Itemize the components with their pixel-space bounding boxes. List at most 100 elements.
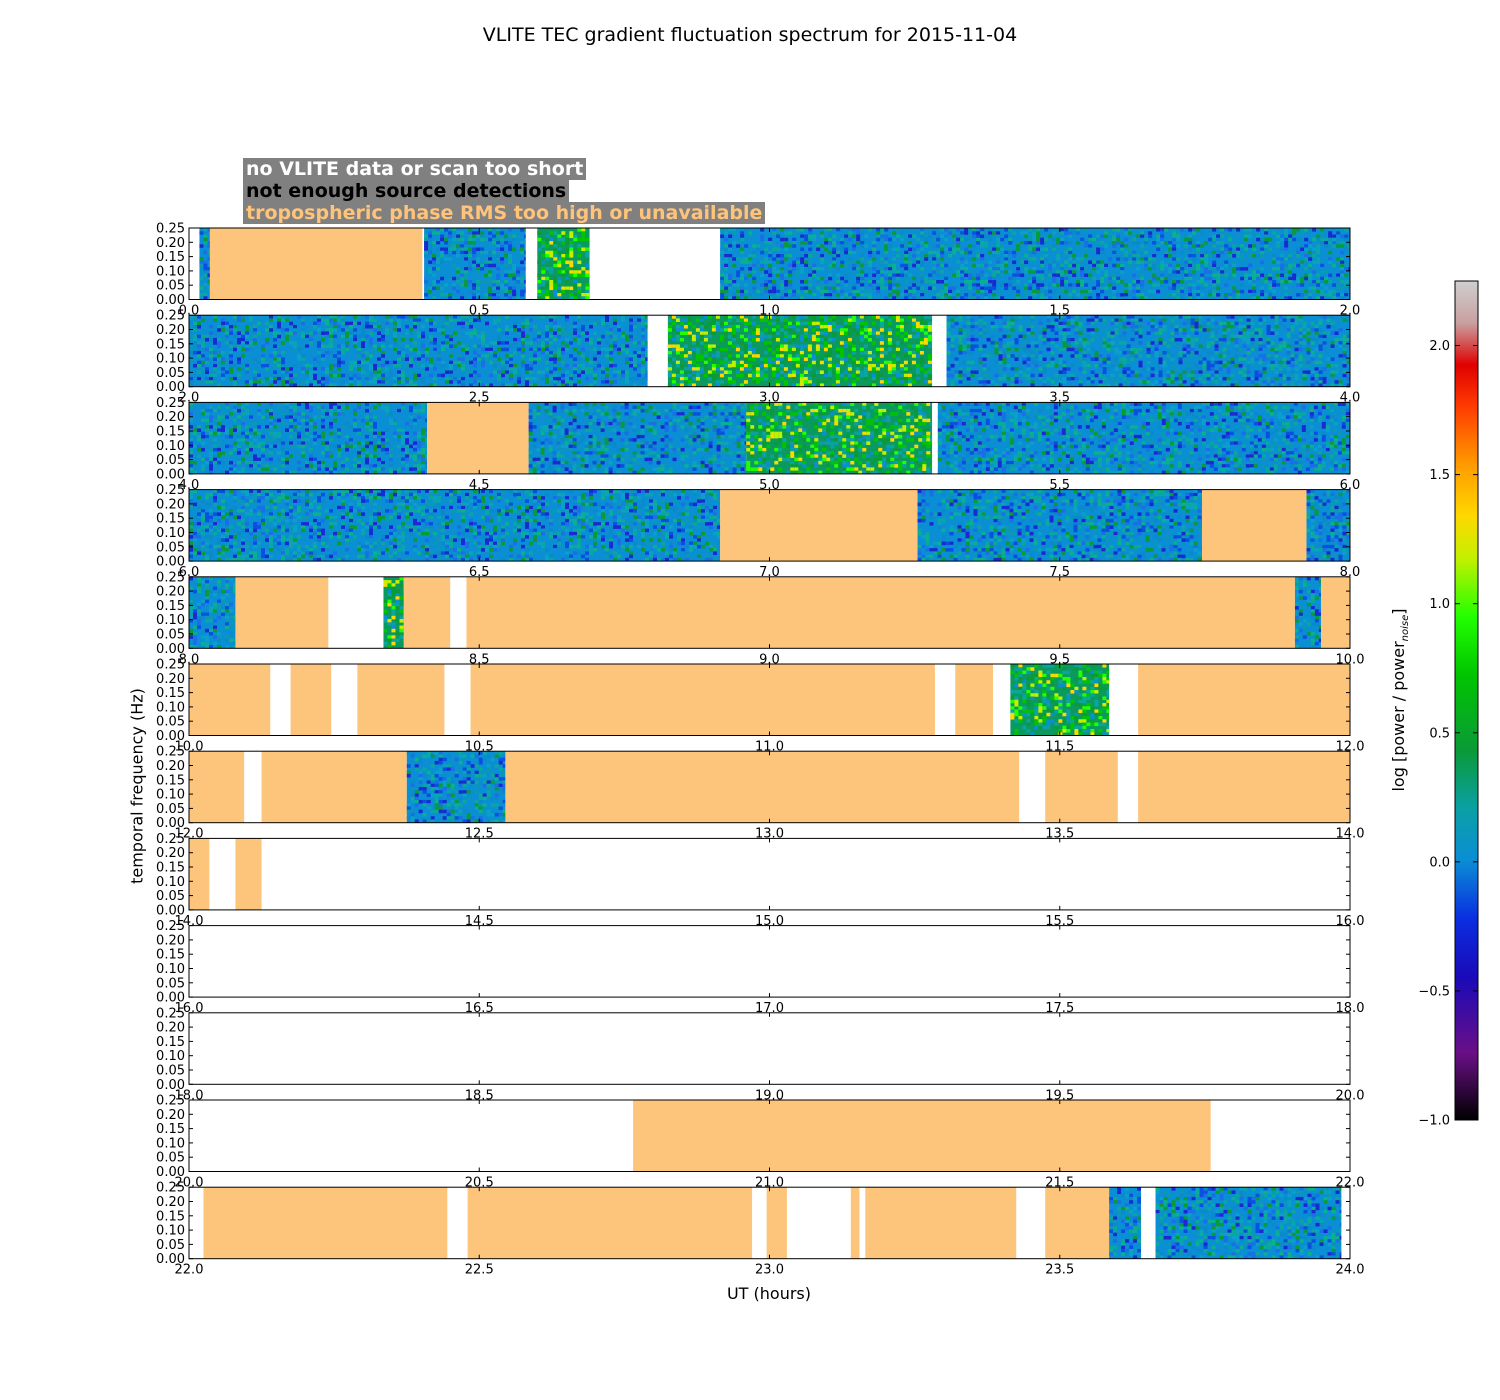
spectrum-cell <box>1116 293 1121 297</box>
spectrum-cell <box>301 370 305 374</box>
spectrum-cell <box>1336 289 1341 294</box>
spectrum-cell <box>229 363 233 368</box>
spectrum-cell <box>887 383 892 387</box>
spectrum-cell <box>397 357 401 361</box>
spectrum-cell <box>1084 296 1089 300</box>
spectrum-cell <box>504 260 509 265</box>
spectrum-cell <box>1248 228 1253 232</box>
spectrum-cell <box>1292 237 1297 242</box>
spectrum-cell <box>1320 231 1325 235</box>
spectrum-cell <box>956 228 961 232</box>
spectrum-cell <box>1072 283 1077 287</box>
spectrum-cell <box>641 370 645 374</box>
spectrum-cell <box>956 289 961 294</box>
spectrum-cell <box>843 321 848 326</box>
spectrum-cell <box>671 321 676 326</box>
spectrum-cell <box>1104 286 1109 291</box>
spectrum-cell <box>1068 270 1073 274</box>
spectrum-cell <box>553 293 558 297</box>
spectrum-cell <box>883 360 888 365</box>
spectrum-cell <box>213 357 217 361</box>
spectrum-cell <box>1084 244 1089 248</box>
spectrum-cell <box>1012 260 1017 265</box>
spectrum-cell <box>1220 247 1225 252</box>
spectrum-cell <box>1184 283 1189 287</box>
spectrum-cell <box>940 263 945 268</box>
spectrum-cell <box>1224 263 1229 268</box>
spectrum-cell <box>728 247 733 252</box>
spectrum-cell <box>1172 247 1177 252</box>
spectrum-cell <box>1248 234 1253 239</box>
spectrum-cell <box>1080 237 1085 242</box>
spectrum-cell <box>545 376 549 381</box>
spectrum-cell <box>581 370 585 374</box>
spectrum-cell <box>986 350 991 355</box>
spectrum-cell <box>875 373 880 378</box>
spectrum-cell <box>413 373 417 378</box>
spectrum-cell <box>405 357 409 361</box>
spectrum-cell <box>529 376 533 381</box>
spectrum-cell <box>1276 286 1281 291</box>
spectrum-cell <box>449 324 453 329</box>
spectrum-cell <box>731 334 736 339</box>
spectrum-cell <box>784 231 789 235</box>
spectrum-cell <box>760 228 765 232</box>
spectrum-cell <box>432 228 437 232</box>
spectrum-cell <box>401 363 405 368</box>
spectrum-cell <box>1040 241 1045 245</box>
spectrum-cell <box>835 376 840 381</box>
spectrum-cell <box>393 383 397 387</box>
spectrum-cell <box>1316 260 1321 265</box>
spectrum-cell <box>285 350 289 355</box>
spectrum-cell <box>481 341 485 345</box>
spectrum-cell <box>233 334 237 339</box>
spectrum-cell <box>751 350 756 355</box>
spectrum-cell <box>480 267 485 271</box>
spectrum-cell <box>585 250 590 255</box>
spectrum-cell <box>203 283 208 287</box>
spectrum-cell <box>1340 267 1345 271</box>
spectrum-cell <box>795 328 800 332</box>
spectrum-cell <box>748 273 753 278</box>
spectrum-cell <box>1104 231 1109 235</box>
spectrum-cell <box>577 341 581 345</box>
spectrum-cell <box>908 289 913 294</box>
spectrum-cell <box>728 273 733 278</box>
spectrum-cell <box>1340 241 1345 245</box>
spectrum-cell <box>484 273 489 278</box>
spectrum-cell <box>780 276 785 281</box>
spectrum-cell <box>1304 247 1309 252</box>
spectrum-segment <box>424 228 526 300</box>
spectrum-cell <box>545 334 549 339</box>
spectrum-cell <box>237 347 241 352</box>
spectrum-cell <box>823 331 828 335</box>
spectrum-cell <box>597 344 601 348</box>
spectrum-cell <box>1204 286 1209 291</box>
spectrum-cell <box>205 376 209 381</box>
spectrum-cell <box>887 347 892 352</box>
spectrum-cell <box>1016 293 1021 297</box>
spectrum-cell <box>923 321 928 326</box>
spectrum-cell <box>1336 263 1341 268</box>
spectrum-cell <box>819 337 824 342</box>
spectrum-cell <box>373 347 377 352</box>
spectrum-cell <box>281 370 285 374</box>
spectrum-cell <box>197 370 201 374</box>
spectrum-cell <box>1080 283 1085 287</box>
spectrum-cell <box>452 263 457 268</box>
spectrum-cell <box>448 231 453 235</box>
spectrum-cell <box>787 321 792 326</box>
spectrum-segment <box>199 228 210 300</box>
spectrum-cell <box>357 363 361 368</box>
spectrum-cell <box>1004 234 1009 239</box>
spectrum-cell <box>1328 241 1333 245</box>
spectrum-cell <box>537 273 542 278</box>
spectrum-cell <box>557 347 561 352</box>
spectrum-cell <box>1014 373 1019 378</box>
spectrum-cell <box>413 334 417 339</box>
spectrum-cell <box>691 383 696 387</box>
spectrum-cell <box>1212 228 1217 232</box>
spectrum-cell <box>816 276 821 281</box>
spectrum-cell <box>277 367 281 371</box>
spectrum-cell <box>469 334 473 339</box>
